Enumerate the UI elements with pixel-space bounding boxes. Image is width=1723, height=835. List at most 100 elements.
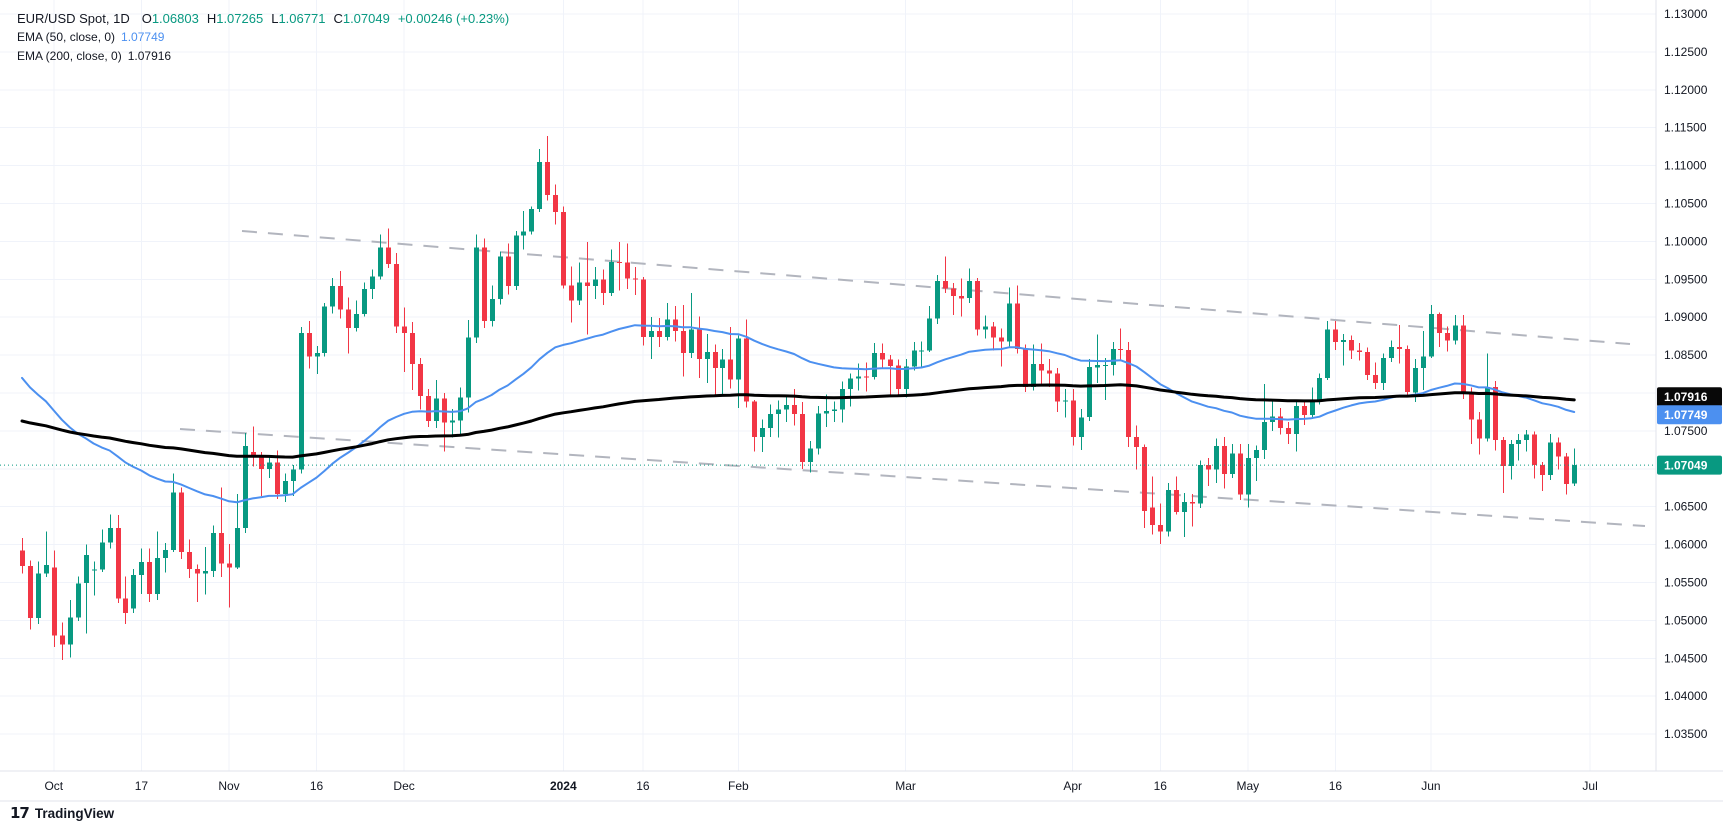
price-tick-label: 1.09500 (1664, 272, 1708, 286)
candle-body (1047, 370, 1052, 374)
candle-body (713, 352, 718, 368)
candle-body (808, 448, 813, 462)
candle-body (1222, 446, 1227, 475)
candle-body (474, 247, 479, 338)
change-value: +0.00246 (+0.23%) (397, 11, 510, 26)
ema50-line[interactable] (21, 324, 1576, 504)
candle-body (267, 462, 272, 469)
candle-body (641, 279, 646, 337)
ema200-value: 1.07916 (127, 49, 172, 63)
candle-body (1023, 349, 1028, 387)
candle-body (450, 420, 455, 423)
candle-body (1556, 442, 1561, 457)
candle-body (943, 280, 948, 289)
candle-body (1055, 373, 1060, 402)
candle-body (442, 398, 447, 423)
candle-body (1031, 364, 1036, 387)
candle-body (689, 329, 694, 353)
price-tick-label: 1.13000 (1664, 7, 1708, 21)
candle-body (951, 288, 956, 296)
ohlc-close: C1.07049 (333, 11, 390, 26)
price-tick-label: 1.12500 (1664, 45, 1708, 59)
candle-body (792, 405, 797, 415)
candle-body (1477, 419, 1482, 439)
candle-body (975, 280, 980, 330)
candle-body (625, 262, 630, 279)
candle-body (776, 409, 781, 415)
candle-body (147, 562, 152, 594)
tradingview-logo[interactable]: 17 TradingView (10, 804, 114, 822)
symbol-legend-row[interactable]: EUR/USD Spot, 1D O1.06803 H1.07265 L1.06… (17, 9, 509, 28)
candle-body (187, 552, 192, 569)
price-axis[interactable]: 1.13000 1.12500 1.12000 1.11500 1.11000 1.105… (1657, 7, 1722, 741)
candle-body (681, 330, 686, 353)
candle-body (1532, 434, 1537, 465)
candle-body (1111, 349, 1116, 365)
price-tick-label: 1.06500 (1664, 500, 1708, 514)
candle-body (370, 276, 375, 290)
candle-body (259, 455, 264, 469)
candle-body (967, 280, 972, 299)
price-axis-label: 1.07916 (1657, 387, 1722, 407)
candle-body (1325, 329, 1330, 378)
candle-body (991, 326, 996, 338)
chart-surface[interactable] (0, 0, 1656, 771)
price-tick-label: 1.07500 (1664, 424, 1708, 438)
price-tick-label: 1.09000 (1664, 310, 1708, 324)
candle-body (362, 289, 367, 315)
time-axis[interactable]: Oct 17 Nov 16 Dec 2024 16 Feb Mar Apr 16 May 16 Jun Ju… (44, 779, 1597, 793)
candle-body (1501, 440, 1506, 466)
candle-body (315, 352, 320, 357)
candle-body (171, 492, 176, 550)
axis-borders (0, 0, 1723, 802)
candle-body (1413, 368, 1418, 393)
candle-body (856, 376, 861, 379)
candle-body (139, 562, 144, 575)
candle-body (665, 319, 670, 337)
ohlc-low: L1.06771 (271, 11, 326, 26)
candle-body (155, 558, 160, 594)
candle-body (251, 452, 256, 456)
candle-body (490, 299, 495, 321)
time-tick-label: 16 (1154, 779, 1168, 793)
candle-body (545, 161, 550, 196)
candle-body (1429, 314, 1434, 357)
candle-body (1341, 339, 1346, 343)
candle-body (219, 533, 224, 564)
candle-body (744, 338, 749, 402)
time-tick-label: Mar (895, 779, 916, 793)
candle-body (1286, 427, 1291, 434)
candle-body (1548, 442, 1553, 475)
candle-body (1302, 405, 1307, 415)
ema200-legend-row[interactable]: EMA (200, close, 0) 1.07916 (17, 47, 509, 66)
candle-body (92, 569, 97, 571)
candle-body (673, 319, 678, 331)
tradingview-logo-icon: 17 (10, 804, 30, 822)
candle-body (1516, 440, 1521, 444)
candle-body (1493, 386, 1498, 440)
candle-body (84, 555, 89, 584)
candle-body (521, 231, 526, 236)
candle-body (617, 261, 622, 263)
price-axis-label: 1.07049 (1657, 455, 1722, 475)
candle-body (1333, 329, 1338, 343)
ema200-line[interactable] (20, 383, 1576, 459)
candle-body (1485, 386, 1490, 439)
candle-body (720, 359, 725, 368)
candle-body (999, 337, 1004, 342)
ema50-legend-row[interactable]: EMA (50, close, 0) 1.07749 (17, 28, 509, 47)
candle-body (1095, 365, 1100, 368)
candle-body (346, 309, 351, 328)
time-tick-label: 16 (310, 779, 324, 793)
candle-body (354, 314, 359, 328)
svg-text:1.07749: 1.07749 (1664, 408, 1708, 422)
candle-body (466, 337, 471, 398)
candle-body (44, 565, 49, 574)
ema50-label: EMA (50, close, 0) (17, 30, 116, 44)
time-tick-label: 16 (1329, 779, 1343, 793)
candle-body (20, 550, 25, 566)
candles-layer (20, 136, 1577, 660)
channel-lower[interactable] (179, 428, 1646, 527)
